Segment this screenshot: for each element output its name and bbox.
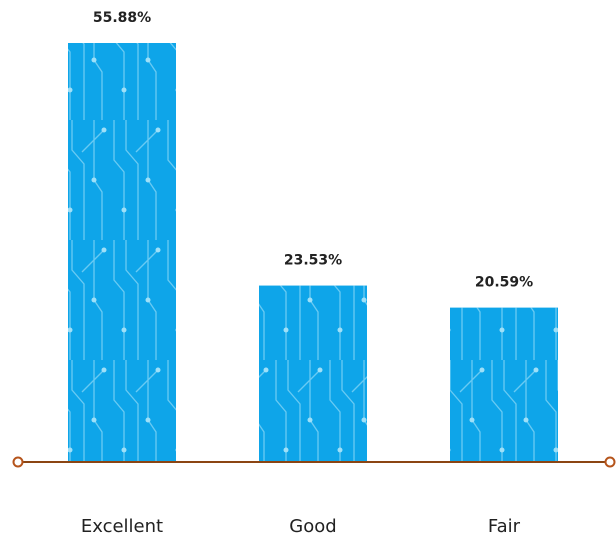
- bar-pattern: [68, 43, 176, 462]
- x-tick-label: Excellent: [81, 516, 163, 537]
- bar-pattern: [259, 285, 367, 462]
- bars: [68, 43, 558, 462]
- value-label: 20.59%: [475, 275, 533, 291]
- x-tick-label: Good: [289, 516, 336, 537]
- x-tick-label: Fair: [488, 516, 521, 537]
- bar-pattern: [450, 307, 558, 462]
- axis-end: [12, 456, 24, 468]
- value-label: 23.53%: [284, 253, 342, 269]
- axis-end: [604, 456, 616, 468]
- value-label: 55.88%: [93, 10, 151, 26]
